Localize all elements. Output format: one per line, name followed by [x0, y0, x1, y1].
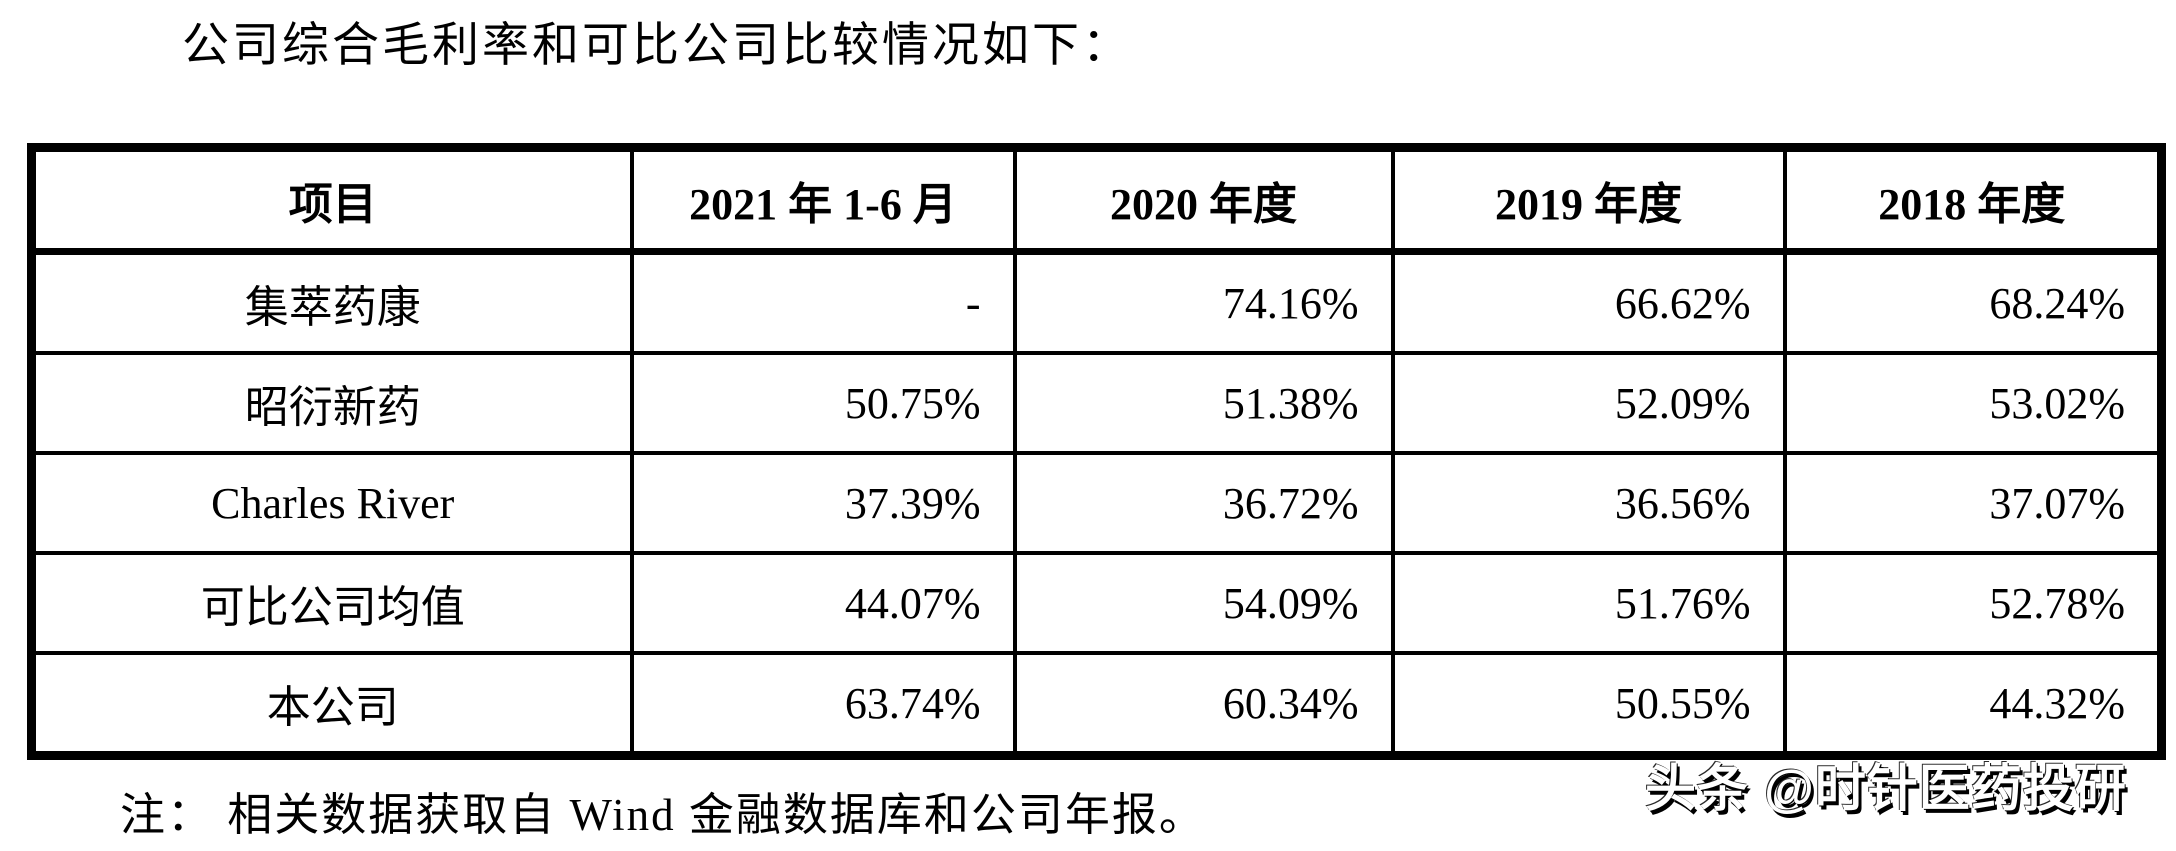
table-row: 本公司 63.74% 60.34% 50.55% 44.32%	[29, 651, 2164, 758]
column-header-2021h1: 2021 年 1-6 月	[629, 145, 1017, 255]
gross-margin-comparison-table: 项目 2021 年 1-6 月 2020 年度 2019 年度 2018 年度 …	[27, 143, 2166, 760]
cell-value: 44.07%	[629, 551, 1017, 655]
cell-value: 52.78%	[1782, 551, 2164, 655]
cell-value: 44.32%	[1782, 651, 2164, 758]
cell-value: 74.16%	[1012, 249, 1395, 355]
cell-value: 66.62%	[1390, 249, 1787, 355]
row-label: Charles River	[29, 451, 634, 555]
cell-value: 63.74%	[629, 651, 1017, 758]
cell-value: -	[629, 249, 1017, 355]
cell-value: 52.09%	[1390, 351, 1787, 455]
table-header-row: 项目 2021 年 1-6 月 2020 年度 2019 年度 2018 年度	[29, 145, 2164, 255]
cell-value: 51.76%	[1390, 551, 1787, 655]
cell-value: 68.24%	[1782, 249, 2164, 355]
table-row: 可比公司均值 44.07% 54.09% 51.76% 52.78%	[29, 551, 2164, 655]
watermark: 头条 @时针医药投研	[1645, 760, 2127, 817]
row-label: 本公司	[29, 651, 634, 758]
cell-value: 53.02%	[1782, 351, 2164, 455]
cell-value: 51.38%	[1012, 351, 1395, 455]
cell-value: 60.34%	[1012, 651, 1395, 758]
table-row: 昭衍新药 50.75% 51.38% 52.09% 53.02%	[29, 351, 2164, 455]
cell-value: 37.39%	[629, 451, 1017, 555]
table-row: 集萃药康 - 74.16% 66.62% 68.24%	[29, 249, 2164, 355]
row-label: 集萃药康	[29, 249, 634, 355]
table-row: Charles River 37.39% 36.72% 36.56% 37.07…	[29, 451, 2164, 555]
page-title: 公司综合毛利率和可比公司比较情况如下：	[182, 20, 1132, 72]
cell-value: 50.75%	[629, 351, 1017, 455]
cell-value: 36.56%	[1390, 451, 1787, 555]
column-header-item: 项目	[29, 145, 634, 255]
column-header-2018: 2018 年度	[1782, 145, 2164, 255]
cell-value: 37.07%	[1782, 451, 2164, 555]
cell-value: 36.72%	[1012, 451, 1395, 555]
footnote: 注： 相关数据获取自 Wind 金融数据库和公司年报。	[120, 790, 1206, 840]
cell-value: 54.09%	[1012, 551, 1395, 655]
cell-value: 50.55%	[1390, 651, 1787, 758]
column-header-2019: 2019 年度	[1390, 145, 1787, 255]
column-header-2020: 2020 年度	[1012, 145, 1395, 255]
row-label: 昭衍新药	[29, 351, 634, 455]
row-label: 可比公司均值	[29, 551, 634, 655]
